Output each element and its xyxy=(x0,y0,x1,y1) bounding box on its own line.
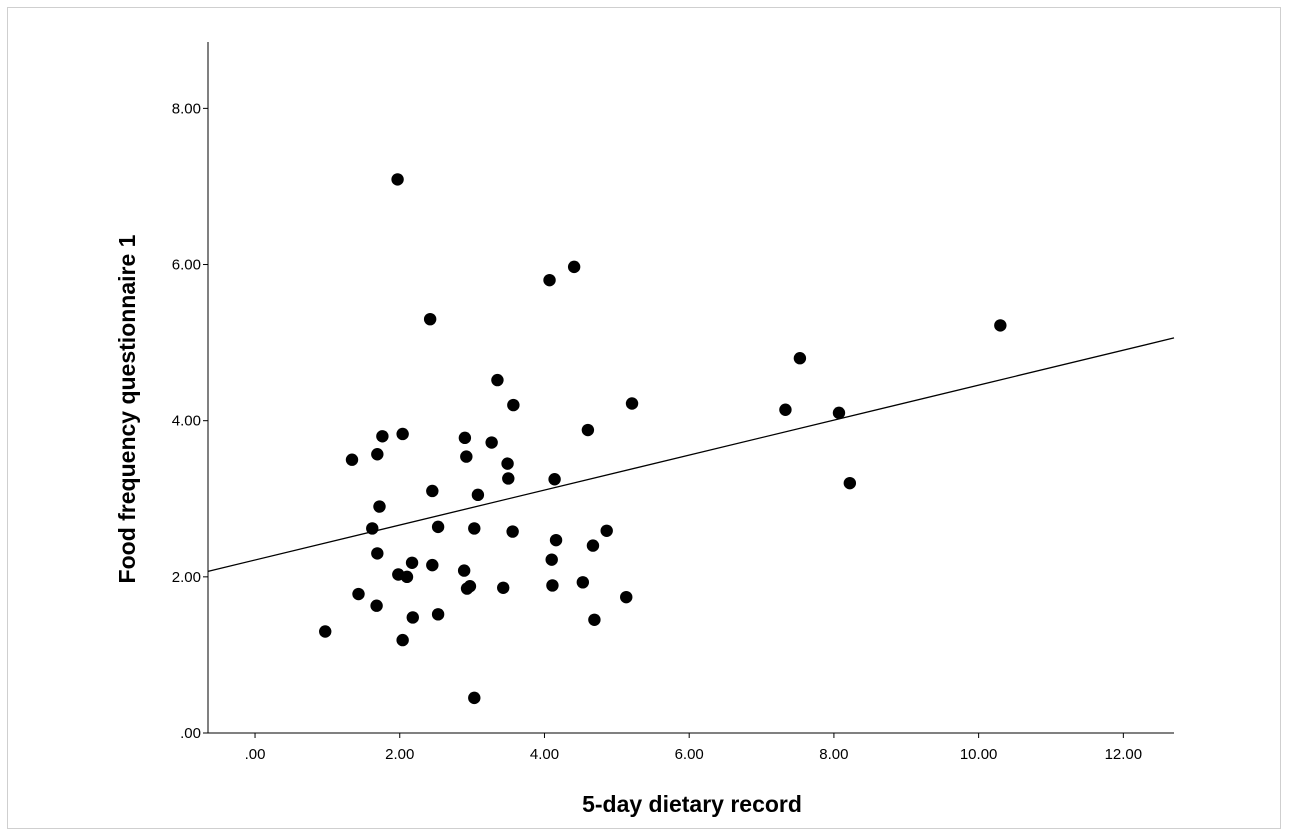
y-tick-label: 2.00 xyxy=(172,569,201,586)
data-point xyxy=(471,488,485,502)
x-tick-label: .00 xyxy=(245,746,266,763)
data-point xyxy=(485,436,498,449)
x-tick-label: 8.00 xyxy=(819,746,848,763)
data-point xyxy=(400,570,414,584)
data-point xyxy=(391,173,404,186)
data-point xyxy=(620,590,633,604)
data-point xyxy=(468,691,481,705)
data-point xyxy=(491,373,504,387)
data-point xyxy=(423,312,437,326)
data-point xyxy=(546,579,559,592)
y-axis-ticks: .00 2.00 4.00 6.00 8.00 xyxy=(172,100,208,742)
data-point xyxy=(625,397,639,410)
data-point xyxy=(843,476,857,490)
data-point xyxy=(426,484,439,498)
data-point xyxy=(507,398,520,412)
data-point xyxy=(319,625,332,638)
data-point xyxy=(576,576,590,589)
data-point xyxy=(994,319,1007,332)
data-point xyxy=(431,520,445,534)
data-point xyxy=(431,608,445,621)
data-point xyxy=(567,260,581,274)
data-point xyxy=(366,522,379,535)
x-tick-label: 6.00 xyxy=(675,746,704,763)
data-point xyxy=(543,273,556,287)
x-tick-label: 12.00 xyxy=(1105,746,1143,763)
chart-frame xyxy=(7,7,1281,829)
y-axis-title: Food frequency questionnaire 1 xyxy=(114,234,140,583)
data-point xyxy=(460,450,473,463)
data-point xyxy=(458,431,472,445)
data-point xyxy=(600,524,613,537)
y-tick-label: .00 xyxy=(180,725,201,742)
data-point xyxy=(832,406,846,420)
data-point xyxy=(506,525,519,538)
data-point xyxy=(406,611,419,624)
data-points xyxy=(319,173,1007,705)
data-point xyxy=(468,522,481,535)
data-point xyxy=(588,613,601,626)
axes xyxy=(207,42,1174,734)
x-tick-label: 4.00 xyxy=(530,746,559,763)
data-point xyxy=(793,352,807,365)
x-axis-ticks: .00 2.00 4.00 6.00 8.00 10.00 12.00 xyxy=(245,733,1143,763)
data-point xyxy=(545,553,558,566)
data-point xyxy=(501,457,514,470)
data-point xyxy=(371,547,384,560)
data-point xyxy=(426,558,439,572)
data-point xyxy=(405,556,419,569)
x-axis-title: 5-day dietary record xyxy=(582,791,802,817)
data-point xyxy=(345,453,359,466)
data-point xyxy=(373,500,386,513)
y-tick-label: 4.00 xyxy=(172,413,201,430)
data-point xyxy=(370,599,383,612)
data-point xyxy=(376,430,389,443)
y-tick-label: 6.00 xyxy=(172,257,201,274)
data-point xyxy=(396,427,409,441)
data-point xyxy=(463,580,477,593)
x-tick-label: 10.00 xyxy=(960,746,998,763)
data-point xyxy=(502,472,515,485)
data-point xyxy=(549,533,563,547)
data-point xyxy=(586,539,600,552)
data-point xyxy=(497,581,510,594)
data-point xyxy=(457,564,471,577)
x-tick-label: 2.00 xyxy=(385,746,414,763)
data-point xyxy=(396,633,409,647)
data-point xyxy=(548,473,561,486)
data-point xyxy=(581,423,595,437)
data-point xyxy=(779,403,792,416)
y-tick-label: 8.00 xyxy=(172,100,201,117)
data-point xyxy=(352,587,365,601)
data-point xyxy=(371,448,384,461)
